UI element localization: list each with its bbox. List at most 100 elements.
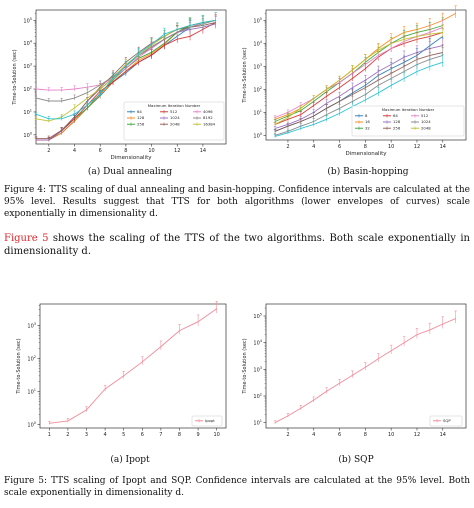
series-line (49, 308, 217, 424)
x-tick-label: 1 (48, 432, 51, 438)
legend-box (351, 105, 465, 137)
series-line (35, 19, 216, 91)
legend-entry-label: 64 (393, 113, 398, 118)
figure4-caption: Figure 4: TTS scaling of dual annealing … (4, 185, 470, 219)
x-tick-label: 10 (388, 432, 394, 438)
y-tick-label: 103 (253, 366, 262, 374)
x-axis-label: Dimensionality (110, 155, 152, 161)
legend-entry-label: 256 (393, 125, 401, 130)
dual-annealing-svg: 2 4 6 8 10 12 14 100 101 102 103 104 105 Dimensionali… (12, 9, 227, 161)
x-tick-label: 14 (440, 432, 446, 438)
legend-entry-label: 512 (421, 113, 429, 118)
chart-basin-hopping: 2 4 6 8 10 12 14 100 101 102 103 104 105 Dimensionali… (240, 4, 470, 164)
x-tick-label: 2 (47, 148, 50, 154)
series-line (274, 61, 443, 137)
x-tick-label: 3 (85, 432, 88, 438)
legend-entry-label: Ipopt (205, 418, 215, 423)
x-tick-label: 12 (414, 144, 420, 150)
subcaption-ipopt: (a) Ipopt (110, 455, 150, 465)
x-tick-label: 8 (124, 148, 127, 154)
legend-box (191, 415, 223, 427)
y-tick-label: 104 (253, 40, 262, 48)
legend-entry-label: 128 (137, 115, 145, 120)
x-tick-label: 6 (338, 432, 341, 438)
subcaption-dual-annealing: (a) Dual annealing (87, 167, 173, 177)
x-tick-label: 6 (141, 432, 144, 438)
chart-sqp: 2 4 6 8 10 12 14 101 102 103 104 105 Time-to-Solutio… (240, 298, 470, 450)
y-tick-label: 102 (253, 86, 262, 94)
y-tick-label: 103 (253, 63, 262, 71)
y-tick-label: 100 (27, 421, 36, 429)
y-tick-label: 104 (23, 40, 32, 48)
body-paragraph-text: shows the scaling of the TTS of the two … (4, 233, 470, 257)
series-line (274, 25, 443, 122)
x-tick-label: 9 (197, 432, 200, 438)
y-tick-label: 102 (27, 355, 36, 363)
x-tick-label: 2 (286, 432, 289, 438)
legend-entry-label: 16384 (203, 121, 216, 126)
y-tick-label: 105 (23, 17, 32, 25)
y-tick-label: 100 (253, 132, 262, 140)
series-SQP (273, 310, 457, 424)
x-tick-label: 8 (364, 144, 367, 150)
subcaption-basin-hopping: (b) Basin-hopping (327, 167, 409, 177)
basin-hopping-svg: 2 4 6 8 10 12 14 100 101 102 103 104 105 Dimensionali… (242, 5, 467, 157)
x-tick-label: 4 (312, 432, 315, 438)
series-extra-9 (273, 54, 444, 138)
x-tick-label: 10 (148, 148, 154, 154)
legend-box (429, 415, 463, 427)
chart-ipopt: 1 2 3 4 5 6 7 8 9 10 100 101 102 103 Time-to-Solution … (6, 298, 232, 450)
x-tick-label: 4 (104, 432, 107, 438)
y-tick-label: 100 (23, 131, 32, 139)
series-line (274, 54, 443, 136)
x-tick-label: 2 (66, 432, 69, 438)
legend-entry-label: 256 (137, 121, 145, 126)
y-tick-label: 101 (27, 388, 36, 396)
axes-frame (265, 303, 467, 429)
series-line (274, 26, 443, 118)
x-tick-label: 12 (414, 432, 420, 438)
y-axis-label: Time-to-Solution (sec) (16, 338, 22, 394)
figure5-link[interactable]: Figure 5 (4, 233, 49, 244)
legend-title: Maximum Iteration Number (382, 107, 435, 112)
y-tick-label: 101 (23, 108, 32, 116)
y-axis-label: Time-to-Solution (sec) (12, 49, 18, 105)
y-tick-label: 105 (253, 313, 262, 321)
y-tick-label: 104 (253, 339, 262, 347)
x-tick-label: 6 (338, 144, 341, 150)
ipopt-svg: 1 2 3 4 5 6 7 8 9 10 100 101 102 103 Time-to-Solution … (16, 301, 227, 438)
series-512 (273, 19, 444, 119)
x-tick-label: 10 (214, 432, 220, 438)
legend-entry-label: 128 (393, 119, 401, 124)
x-tick-label: 2 (286, 144, 289, 150)
legend-entry-label: 16 (365, 119, 370, 124)
legend-entry-label: 512 (170, 109, 178, 114)
x-tick-label: 7 (159, 432, 162, 438)
legend-entry-label: 1024 (421, 119, 431, 124)
x-tick-label: 4 (312, 144, 315, 150)
series-line (274, 318, 456, 424)
series-line (274, 31, 443, 125)
legend-entry-label: 8192 (203, 115, 213, 120)
series-2048 (273, 24, 444, 126)
x-axis-label: Dimensionality (345, 151, 387, 157)
sqp-svg: 2 4 6 8 10 12 14 101 102 103 104 105 Time-to-Solutio… (242, 303, 467, 438)
y-tick-label: 101 (253, 109, 262, 117)
body-paragraph: Figure 5 shows the scaling of the TTS of… (4, 232, 470, 258)
chart-dual-annealing: 2 4 6 8 10 12 14 100 101 102 103 104 105 Dimensionali… (4, 4, 232, 164)
legend-entry-label: 4096 (203, 109, 213, 114)
x-tick-label: 10 (388, 144, 394, 150)
y-tick-label: 102 (23, 86, 32, 94)
x-tick-label: 12 (174, 148, 180, 154)
y-axis-label: Time-to-Solution (sec) (242, 47, 248, 103)
legend-entry-label: 32 (365, 125, 370, 130)
series-line (274, 52, 443, 132)
axes-frame (265, 9, 467, 141)
legend-entry-label: 2048 (170, 121, 180, 126)
legend-entry-label: 8 (365, 113, 368, 118)
legend-entry-label: 64 (137, 109, 142, 114)
series-line (274, 45, 443, 129)
y-axis-label: Time-to-Solution (sec) (242, 338, 248, 394)
axes-frame (35, 9, 227, 145)
x-tick-label: 8 (178, 432, 181, 438)
